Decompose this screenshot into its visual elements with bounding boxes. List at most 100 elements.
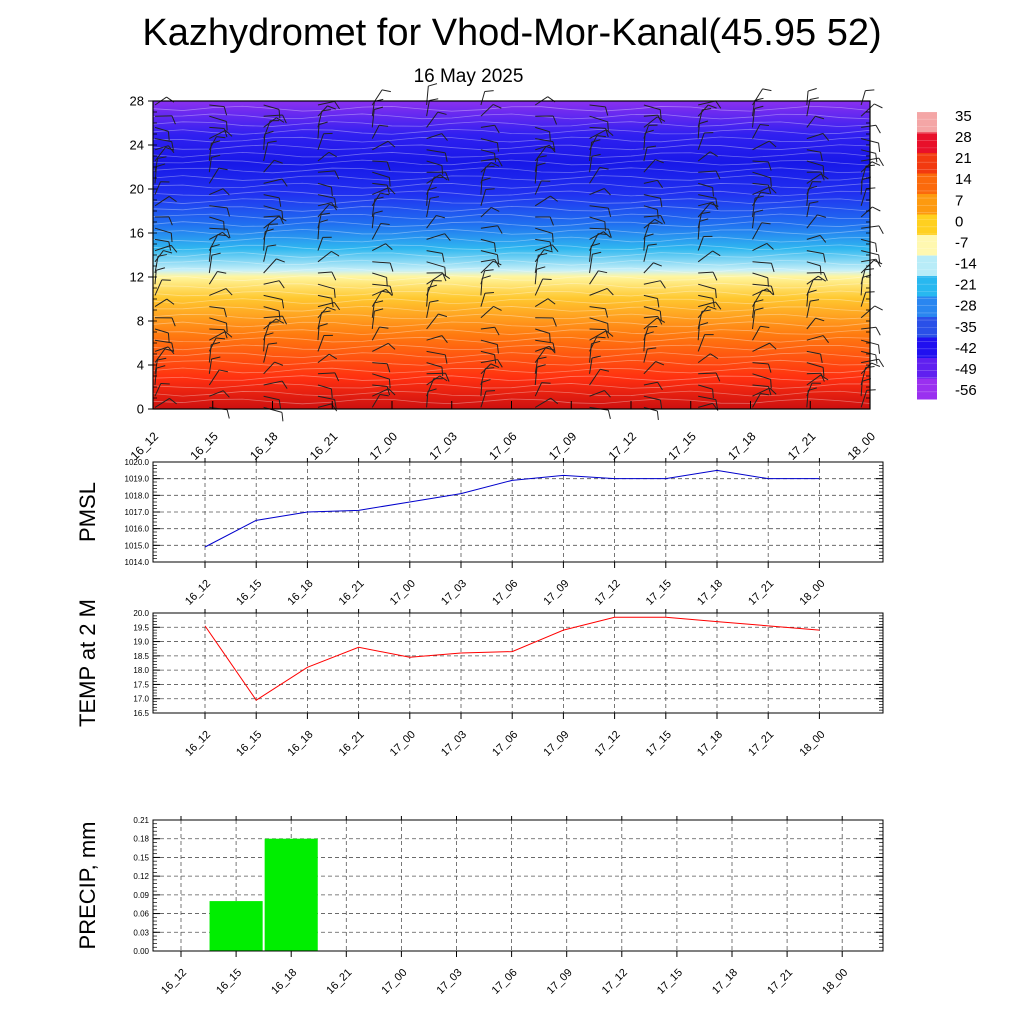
wind-barb (372, 384, 388, 387)
wind-barb-flag (484, 90, 494, 93)
wind-barb (263, 194, 280, 199)
wind-barb (697, 104, 709, 117)
wind-barb-flag (380, 192, 390, 196)
wind-barb (589, 306, 606, 310)
wind-barb (263, 142, 269, 162)
x-tick-label: 17_00 (388, 729, 418, 759)
wind-barb (752, 222, 763, 240)
wind-barb-flag (710, 353, 719, 360)
wind-barb (154, 244, 172, 252)
wind-barb (535, 138, 554, 143)
wind-barb (589, 390, 605, 397)
y-tick-label: 16.5 (133, 709, 149, 718)
wind-barb-flag (549, 216, 554, 226)
colorbar-segment (917, 194, 937, 215)
wind-barb (643, 361, 656, 375)
contour-line (152, 205, 871, 212)
wind-barb (317, 222, 320, 240)
wind-barb (426, 391, 429, 408)
wind-barb-flag (878, 254, 881, 264)
wind-barb-flag (766, 243, 774, 250)
wind-barb-flag (699, 218, 709, 222)
wind-barb-flag (330, 388, 333, 398)
wind-barb (372, 373, 390, 380)
colorbar-segment (917, 337, 937, 359)
wind-barb-flag (264, 130, 274, 135)
wind-barb-flag (225, 130, 233, 137)
wind-barb (154, 348, 166, 363)
wind-barb-flag (484, 269, 494, 272)
y-tick-label: 0.21 (133, 816, 149, 825)
wind-barb (643, 306, 661, 312)
wind-barb (697, 151, 711, 162)
wind-barb-flag (707, 104, 717, 109)
wind-barb-flag (211, 154, 221, 158)
wind-barb (534, 165, 538, 184)
wind-barb-flag (334, 198, 337, 208)
wind-barb-flag (655, 159, 664, 164)
wind-barb (643, 147, 648, 162)
wind-barb-flag (818, 275, 827, 282)
wind-barb (698, 283, 716, 290)
wind-barb-flag (157, 357, 167, 361)
colorbar-label: -21 (955, 277, 977, 294)
wind-barb (372, 272, 387, 278)
wind-barb (697, 353, 711, 364)
wind-barb-flag (386, 386, 391, 396)
wind-barb (535, 227, 553, 234)
wind-barb-flag (441, 253, 445, 263)
wind-barb (752, 301, 756, 318)
wind-barb-flag (374, 308, 384, 312)
wind-barb (589, 328, 606, 331)
wind-barb-flag (875, 258, 882, 268)
wind-barb (209, 231, 223, 240)
wind-barb-flag (278, 280, 285, 289)
wind-barb-flag (815, 115, 825, 120)
wind-barb (697, 236, 704, 251)
wind-barb (154, 398, 170, 408)
wind-barb (752, 212, 755, 229)
x-tick-label: 18_00 (820, 967, 850, 997)
colorbar-label: -56 (955, 382, 977, 399)
colorbar-segment (917, 132, 937, 154)
wind-barb (263, 294, 283, 300)
colorbar-segment (917, 276, 937, 297)
wind-barb-flag (647, 243, 657, 246)
wind-barb-flag (865, 89, 875, 92)
wind-barb-flag (552, 115, 558, 125)
wind-barb (426, 313, 439, 330)
wind-barb (643, 132, 646, 150)
wind-barb-flag (264, 228, 274, 233)
wind-barb-flag (767, 277, 769, 287)
wind-barb (480, 278, 483, 296)
wind-barb-flag (537, 356, 547, 360)
wind-barb (426, 335, 443, 341)
wind-barb-flag (490, 363, 500, 368)
contour-line (152, 159, 871, 166)
colorbar-label: -49 (955, 361, 977, 378)
wind-barb-flag (330, 187, 333, 197)
wind-barb (643, 236, 646, 251)
wind-barb-flag (168, 196, 177, 203)
wind-barb (263, 395, 280, 401)
x-tick-label: 16_18 (269, 967, 299, 997)
wind-barb-flag (656, 116, 666, 122)
wind-barb (643, 245, 649, 262)
wind-barb-flag (754, 209, 764, 213)
wind-barb-flag (326, 306, 336, 311)
contour-line (152, 190, 871, 197)
y-tick-label: 18.0 (133, 666, 149, 675)
wind-barb (806, 292, 809, 307)
wind-barb-flag (374, 196, 384, 200)
wind-barb (860, 103, 875, 117)
wind-barb-flag (770, 263, 775, 273)
contour-line (152, 282, 871, 289)
wind-barb (154, 238, 169, 243)
contour-line (152, 306, 871, 312)
wind-barb-flag (170, 245, 178, 253)
wind-barb (535, 345, 550, 352)
wind-barb-flag (536, 266, 546, 270)
wind-barb (752, 310, 756, 330)
wind-barb-flag (769, 387, 777, 395)
